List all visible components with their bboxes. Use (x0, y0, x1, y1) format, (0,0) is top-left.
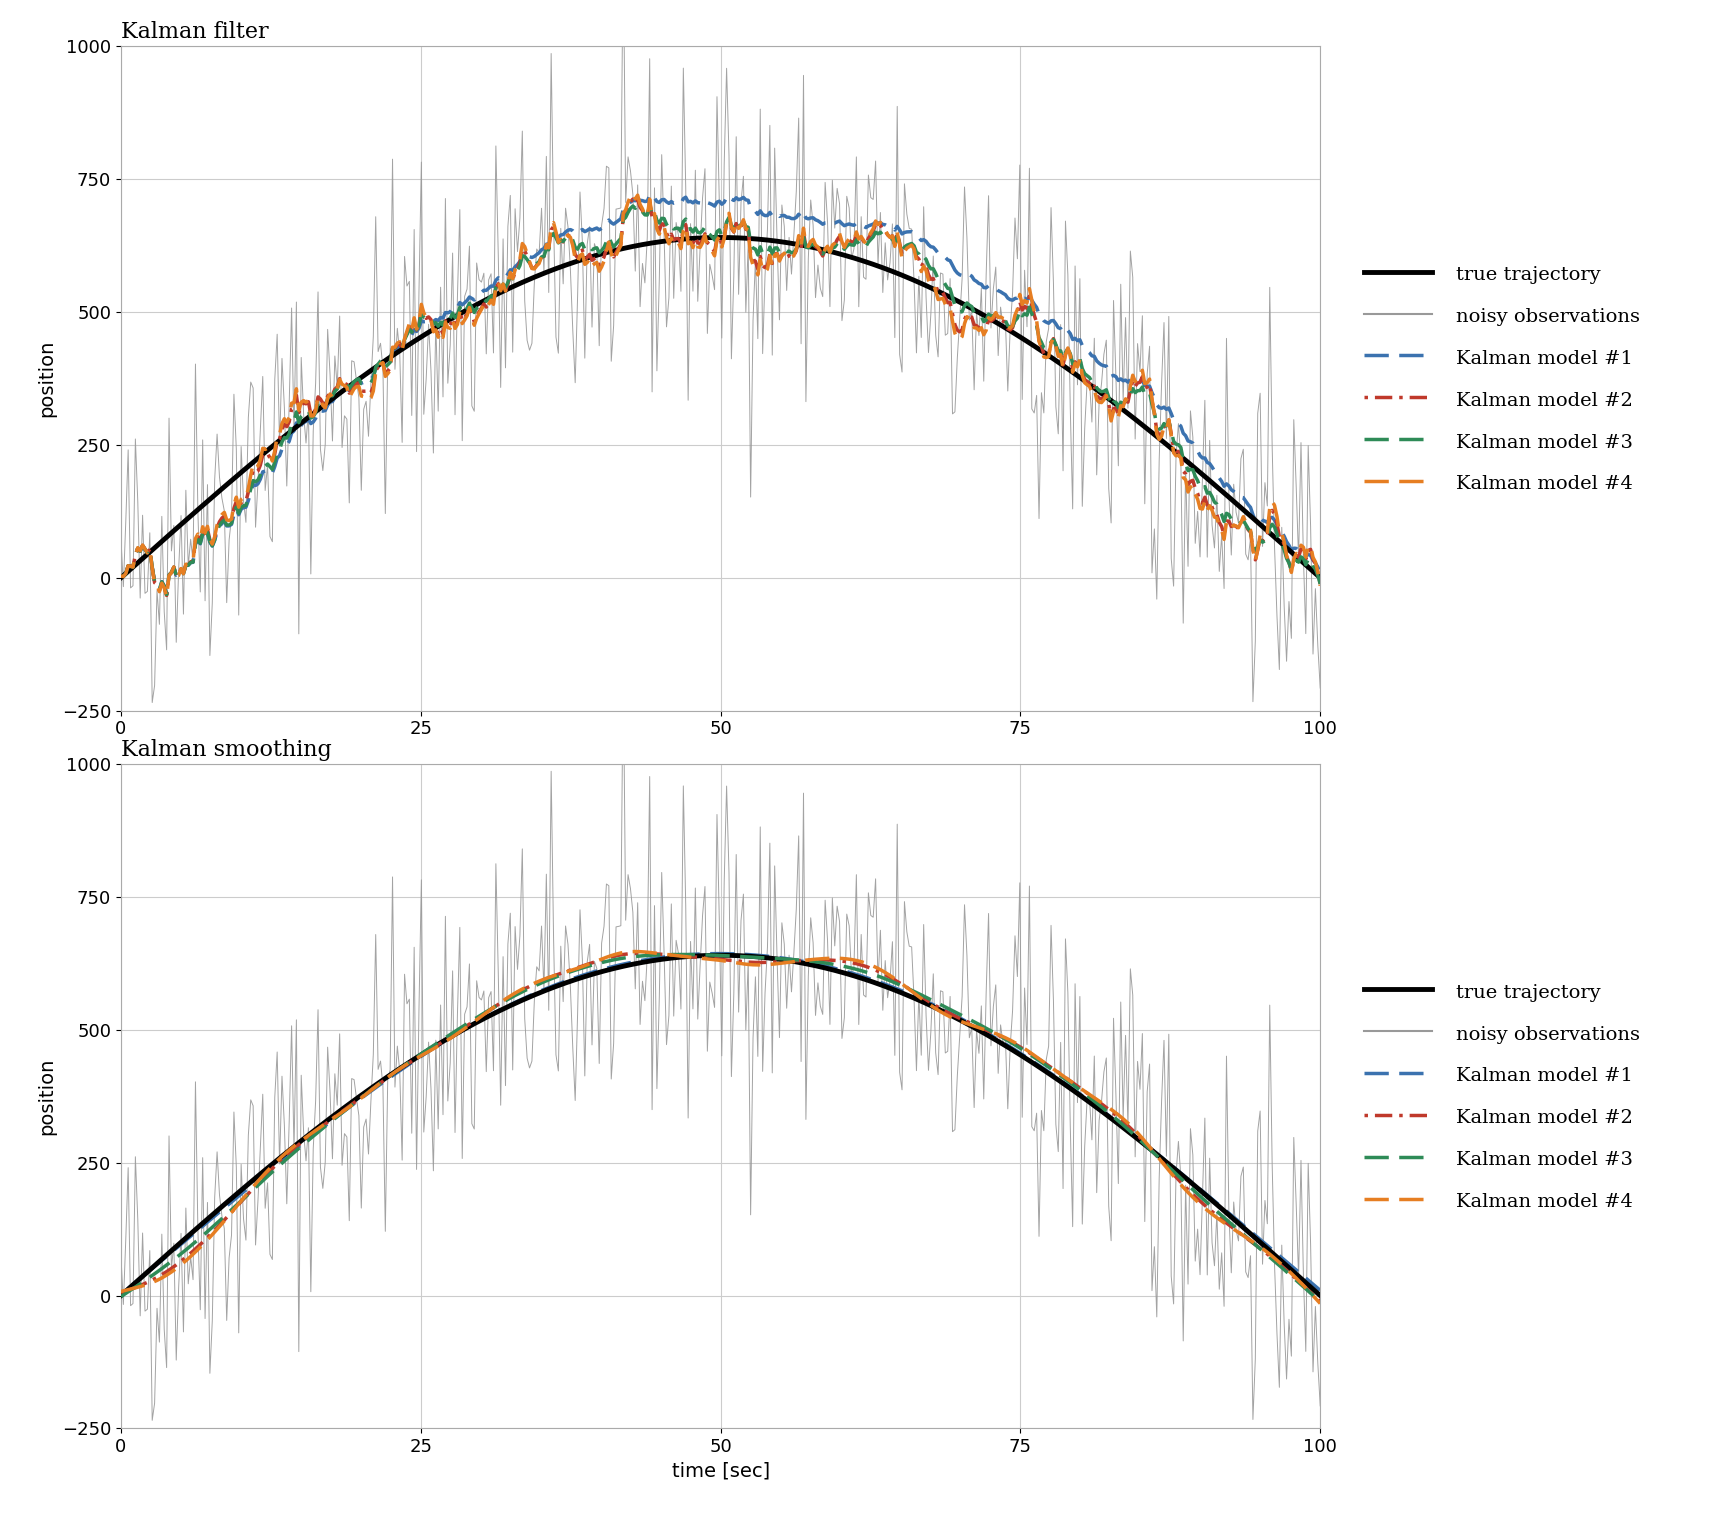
Y-axis label: position: position (38, 339, 57, 418)
Legend: true trajectory, noisy observations, Kalman model #1, Kalman model #2, Kalman mo: true trajectory, noisy observations, Kal… (1365, 263, 1640, 493)
Text: Kalman filter: Kalman filter (121, 22, 268, 43)
Y-axis label: position: position (38, 1057, 57, 1135)
Legend: true trajectory, noisy observations, Kalman model #1, Kalman model #2, Kalman mo: true trajectory, noisy observations, Kal… (1365, 982, 1640, 1212)
Text: Kalman smoothing: Kalman smoothing (121, 739, 332, 760)
X-axis label: time [sec]: time [sec] (672, 1462, 769, 1481)
